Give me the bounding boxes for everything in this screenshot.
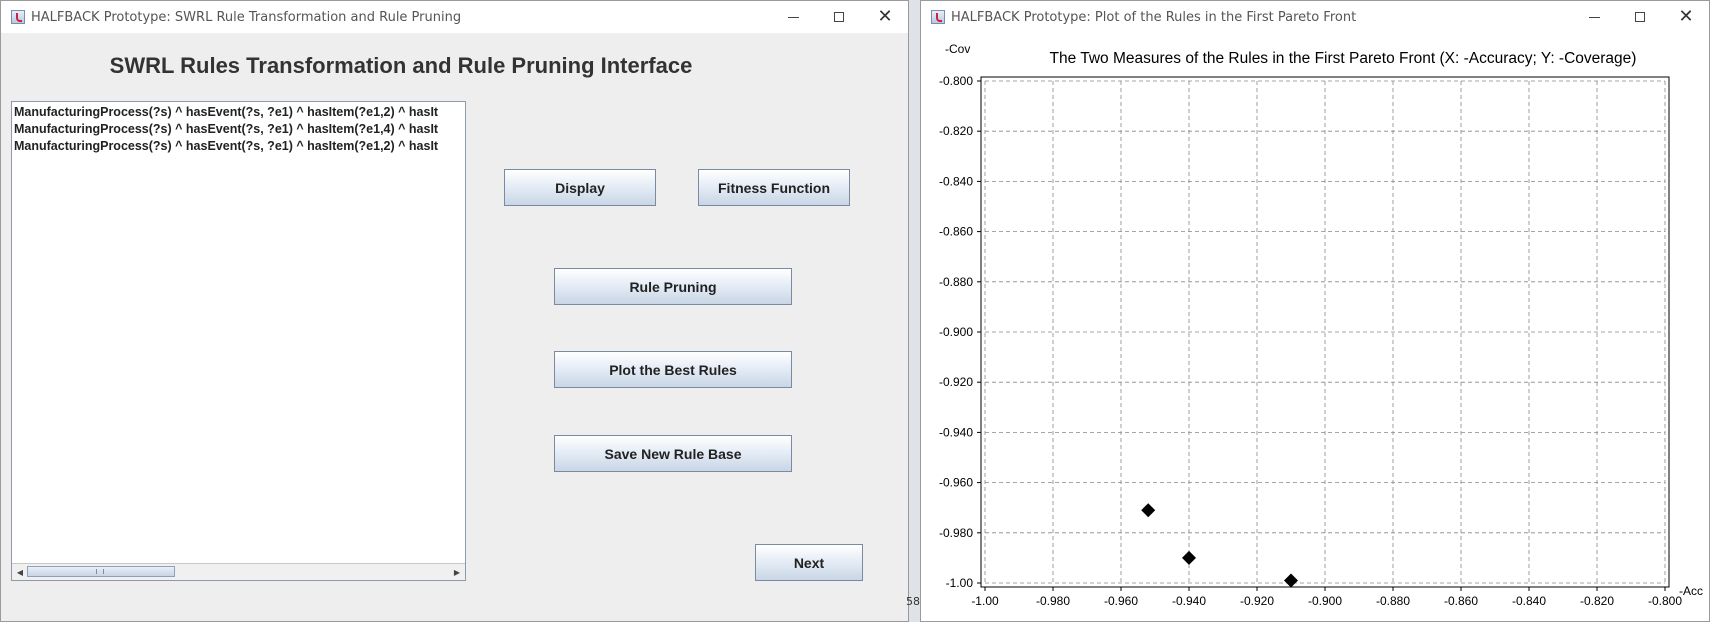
chart-title: The Two Measures of the Rules in the Fir… (1050, 50, 1637, 67)
horizontal-scrollbar[interactable]: ◀ ▶ (12, 563, 465, 580)
y-tick-label: -0.960 (939, 476, 973, 490)
maximize-icon (1635, 12, 1645, 22)
plot-best-rules-button[interactable]: Plot the Best Rules (554, 351, 792, 388)
close-button[interactable]: ✕ (862, 1, 908, 33)
x-tick-label: -0.980 (1036, 594, 1070, 608)
x-tick-label: -0.820 (1580, 594, 1614, 608)
x-tick-label: -0.880 (1376, 594, 1410, 608)
rules-list[interactable]: ManufacturingProcess(?s) ^ hasEvent(?s, … (14, 104, 463, 562)
maximize-button[interactable] (816, 1, 862, 33)
x-tick-label: -0.860 (1444, 594, 1478, 608)
minimize-button[interactable] (1571, 1, 1617, 33)
next-button[interactable]: Next (755, 544, 863, 581)
window-title: HALFBACK Prototype: SWRL Rule Transforma… (31, 9, 462, 25)
java-app-icon (931, 10, 945, 24)
rule-item[interactable]: ManufacturingProcess(?s) ^ hasEvent(?s, … (14, 105, 439, 119)
y-tick-label: -0.820 (939, 124, 973, 138)
minimize-icon (787, 16, 799, 18)
fitness-function-button[interactable]: Fitness Function (698, 169, 850, 206)
x-tick-label: -0.840 (1512, 594, 1546, 608)
y-tick-label: -0.840 (939, 174, 973, 188)
minimize-button[interactable] (770, 1, 816, 33)
window-title: HALFBACK Prototype: Plot of the Rules in… (951, 9, 1357, 25)
x-tick-label: -0.900 (1308, 594, 1342, 608)
pareto-plot-window: HALFBACK Prototype: Plot of the Rules in… (920, 0, 1710, 622)
x-tick-label: -0.940 (1172, 594, 1206, 608)
x-tick-label: -0.920 (1240, 594, 1274, 608)
y-tick-label: -1.00 (946, 576, 974, 590)
maximize-button[interactable] (1617, 1, 1663, 33)
maximize-icon (834, 12, 844, 22)
pareto-scatter-chart: The Two Measures of the Rules in the Fir… (939, 42, 1703, 608)
x-axis-label: -Acc (1679, 584, 1703, 598)
scroll-left-icon[interactable]: ◀ (16, 567, 24, 577)
x-tick-label: -0.960 (1104, 594, 1138, 608)
rules-list-panel[interactable]: ManufacturingProcess(?s) ^ hasEvent(?s, … (11, 101, 466, 581)
y-tick-label: -0.900 (939, 325, 973, 339)
rule-pruning-window: HALFBACK Prototype: SWRL Rule Transforma… (0, 0, 909, 622)
scrollbar-thumb[interactable] (27, 566, 175, 577)
close-icon: ✕ (877, 6, 893, 27)
data-point (1284, 573, 1298, 588)
data-point (1182, 550, 1196, 565)
y-tick-label: -0.880 (939, 275, 973, 289)
java-app-icon (11, 10, 25, 24)
save-rule-base-button[interactable]: Save New Rule Base (554, 435, 792, 472)
display-button[interactable]: Display (504, 169, 656, 206)
y-tick-label: -0.860 (939, 225, 973, 239)
background-text: 58 (906, 595, 920, 608)
y-tick-label: -0.940 (939, 425, 973, 439)
close-button[interactable]: ✕ (1663, 1, 1709, 33)
scroll-right-icon[interactable]: ▶ (453, 567, 461, 577)
data-point (1141, 503, 1156, 518)
close-icon: ✕ (1678, 6, 1694, 27)
rule-item[interactable]: ManufacturingProcess(?s) ^ hasEvent(?s, … (14, 122, 439, 136)
rule-item[interactable]: ManufacturingProcess(?s) ^ hasEvent(?s, … (14, 139, 439, 153)
y-axis-label: -Cov (945, 42, 970, 56)
x-tick-label: -1.00 (971, 594, 999, 608)
title-bar[interactable]: HALFBACK Prototype: Plot of the Rules in… (921, 1, 1709, 33)
grip-icon (96, 569, 104, 574)
background-gap (909, 0, 920, 622)
y-tick-label: -0.800 (939, 74, 973, 88)
rule-pruning-button[interactable]: Rule Pruning (554, 268, 792, 305)
x-tick-label: -0.800 (1648, 594, 1682, 608)
title-bar[interactable]: HALFBACK Prototype: SWRL Rule Transforma… (1, 1, 908, 33)
grid-layer (984, 80, 1666, 584)
y-tick-label: -0.980 (939, 526, 973, 540)
minimize-icon (1588, 16, 1600, 18)
y-tick-label: -0.920 (939, 375, 973, 389)
tick-layer: -1.00 -0.980 -0.960 -0.940 -0.920 -0.900 -0.88… (939, 74, 1682, 608)
point-layer (1141, 503, 1298, 588)
page-title: SWRL Rules Transformation and Rule Pruni… (109, 53, 693, 78)
